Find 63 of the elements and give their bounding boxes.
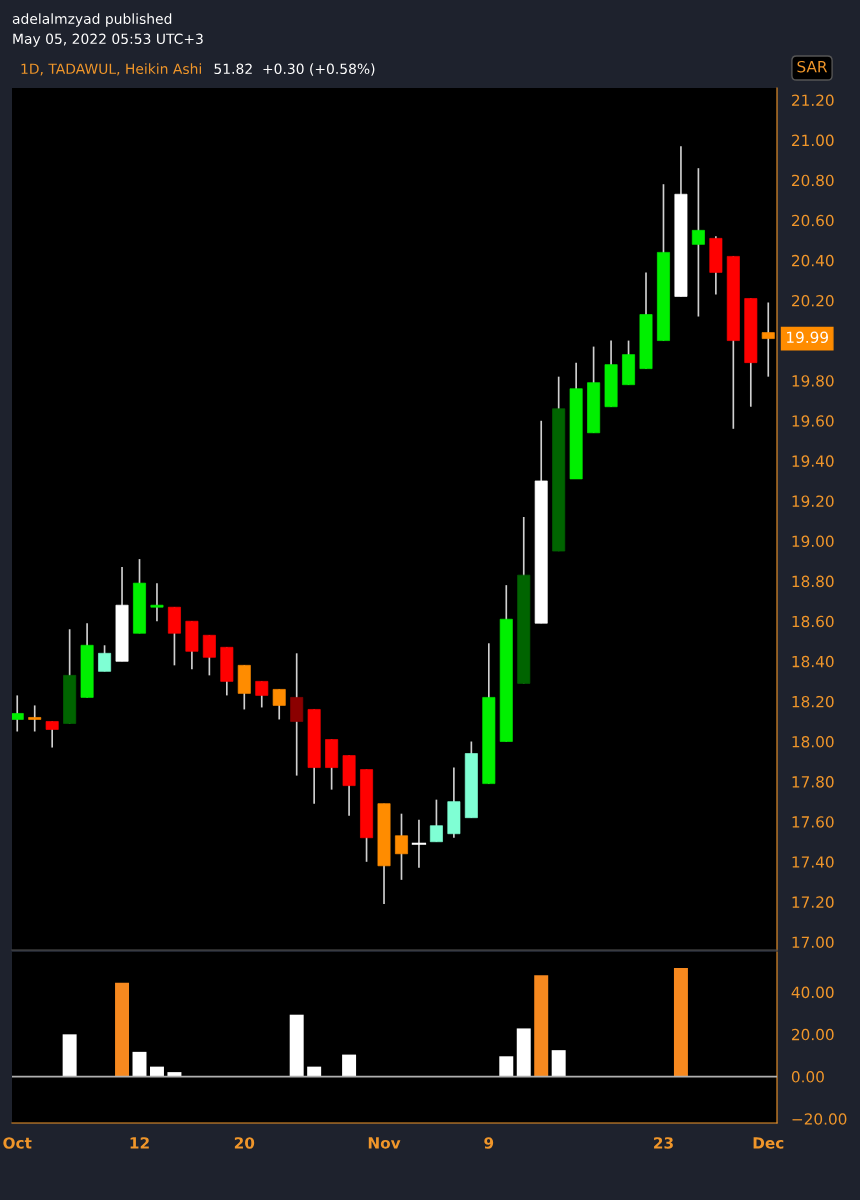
candlestick [202, 634, 216, 677]
candlestick [12, 694, 24, 733]
x-tick-label: 9 [484, 1137, 494, 1149]
bar [132, 1051, 147, 1077]
bar [534, 975, 549, 1077]
y-tick-label: 18.40 [792, 655, 834, 668]
candlestick [28, 704, 42, 733]
bar [149, 1066, 164, 1077]
y-tick-label: −20.00 [792, 1113, 847, 1125]
x-tick-label: 20 [234, 1137, 255, 1149]
y-tick-label: 40.00 [791, 986, 834, 999]
y-tick-label: 20.60 [792, 214, 834, 227]
bar [115, 982, 130, 1077]
x-tick-label: 23 [654, 1137, 673, 1149]
candlestick [45, 720, 59, 749]
y-tick-label: 19.00 [792, 535, 834, 548]
y-tick-label: 18.60 [792, 615, 834, 628]
bar [516, 1028, 531, 1077]
chart-title: 1D, TADAWUL, Heikin Ashi [21, 63, 201, 76]
y-tick-label: 17.20 [792, 896, 834, 908]
text: 19.99 [787, 331, 828, 344]
y-tick-label: 19.60 [792, 415, 834, 427]
candlestick [691, 167, 705, 318]
candlestick [272, 688, 286, 721]
y-tick-label: 20.00 [792, 1028, 834, 1041]
bar [62, 1034, 77, 1077]
candlestick [98, 644, 112, 673]
text: SAR [797, 60, 828, 73]
y-tick-label: 19.80 [792, 375, 834, 387]
y-tick-label: 21.00 [792, 134, 834, 147]
candlestick [429, 798, 443, 843]
y-tick-label: 18.80 [792, 575, 834, 588]
text: May 05, 2022 05:53 UTC+3 [13, 33, 203, 47]
y-tick-label: 0.00 [791, 1071, 824, 1083]
chart-subtitle: 51.82 +0.30 (+0.58%) [214, 63, 375, 76]
y-tick-label: 20.40 [792, 254, 834, 267]
candlestick [395, 812, 408, 881]
x-tick-label: Dec [753, 1137, 784, 1149]
y-tick-label: 21.20 [792, 94, 834, 107]
bar [551, 1050, 566, 1077]
x-tick-label: Nov [368, 1137, 401, 1149]
bar [342, 1054, 357, 1077]
y-tick-label: 17.80 [792, 776, 834, 788]
bar [499, 1056, 514, 1077]
y-tick-label: 19.20 [792, 495, 834, 507]
y-tick-label: 18.20 [792, 695, 834, 708]
candlestick [150, 582, 164, 623]
candlestick [761, 301, 775, 378]
y-tick-label: 17.60 [792, 816, 834, 828]
y-tick-label: 18.00 [792, 735, 834, 748]
y-tick-label: 17.40 [792, 856, 834, 868]
y-tick-label: 20.20 [792, 294, 834, 307]
bar [673, 968, 688, 1077]
y-tick-label: 17.00 [792, 936, 834, 948]
y-tick-label: 19.40 [792, 455, 834, 467]
candlestick [255, 680, 269, 709]
text: adelalmzyad published [12, 13, 172, 27]
bar [289, 1014, 304, 1077]
y-tick-label: 20.80 [792, 174, 834, 187]
x-tick-label: Oct [3, 1137, 32, 1149]
x-tick-label: 12 [130, 1137, 149, 1149]
bar [307, 1066, 322, 1077]
candlestick [411, 818, 427, 869]
